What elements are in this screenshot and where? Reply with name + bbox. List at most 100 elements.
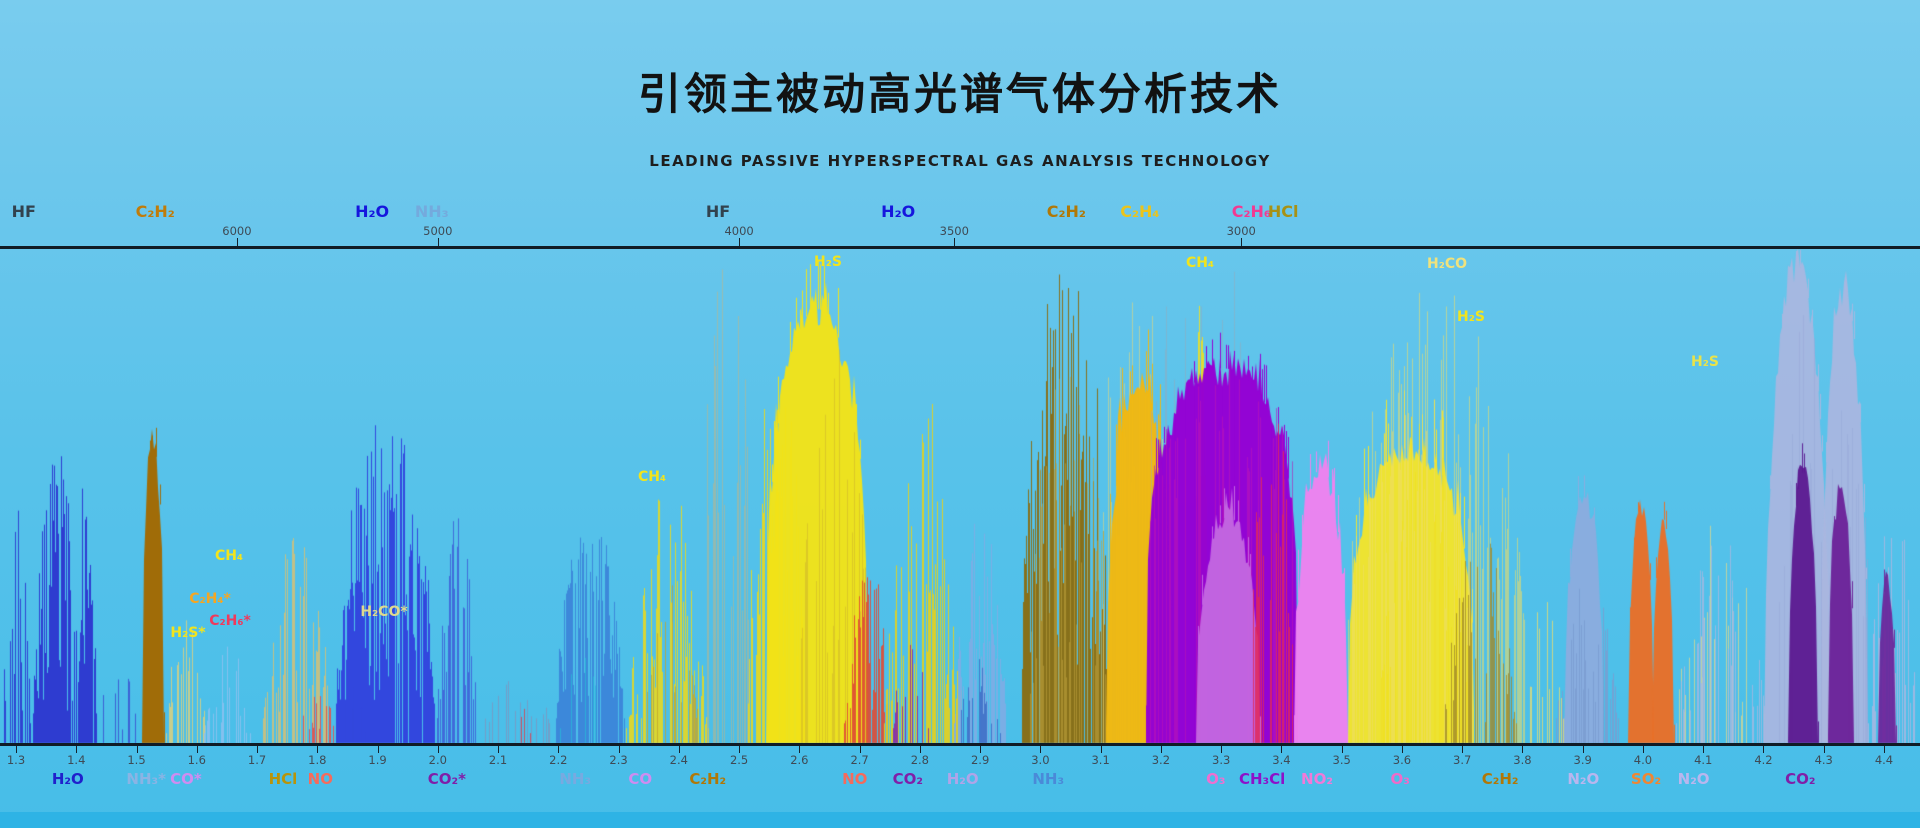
gas-label-top: NH₃ <box>414 202 449 221</box>
gas-label-bottom: NH₃ <box>1032 770 1065 788</box>
gas-label-bottom: NH₃ <box>559 770 592 788</box>
wavelength-tick <box>1040 746 1042 753</box>
wavelength-tick <box>678 746 680 753</box>
wavelength-tick <box>196 746 198 753</box>
wavelength-tick-label: 2.7 <box>850 753 869 767</box>
wavelength-tick <box>1221 746 1223 753</box>
wavelength-tick <box>919 746 921 753</box>
wavelength-tick-label: 3.8 <box>1513 753 1532 767</box>
wavelength-axis <box>0 743 1920 746</box>
wavelength-tick <box>1703 746 1705 753</box>
wavelength-tick <box>1582 746 1584 753</box>
wavelength-tick-label: 1.9 <box>368 753 387 767</box>
wavelength-tick <box>136 746 138 753</box>
gas-label-bottom: NH₃* <box>126 770 166 788</box>
wavenumber-tick-label: 4000 <box>724 224 754 238</box>
gas-label-inplot: H₂S <box>1457 309 1485 325</box>
gas-label-bottom: SO₂ <box>1630 770 1662 788</box>
wavelength-tick <box>1462 746 1464 753</box>
gas-label-bottom: O₃ <box>1390 770 1410 788</box>
gas-label-top: C₂H₆ <box>1231 202 1271 221</box>
gas-label-bottom: C₂H₂ <box>689 770 727 788</box>
wavelength-tick <box>1281 746 1283 753</box>
wavelength-tick <box>618 746 620 753</box>
gas-label-inplot: H₂CO <box>1426 256 1468 272</box>
wavelength-tick-label: 1.6 <box>187 753 206 767</box>
wavelength-tick <box>437 746 439 753</box>
wavelength-tick-label: 2.4 <box>669 753 688 767</box>
gas-label-bottom: H₂O <box>946 770 979 788</box>
wavelength-tick-label: 2.1 <box>488 753 508 767</box>
gas-label-bottom: CO₂ <box>892 770 923 788</box>
gas-label-bottom: N₂O <box>1677 770 1710 788</box>
gas-label-bottom: CH₃Cl <box>1238 770 1286 788</box>
gas-label-bottom: CO₂ <box>1785 770 1816 788</box>
wavelength-tick <box>859 746 861 753</box>
gas-label-bottom: CO₂* <box>427 770 466 788</box>
wavelength-tick <box>498 746 500 753</box>
wavelength-tick-label: 1.4 <box>67 753 86 767</box>
wavelength-tick-label: 2.8 <box>910 753 930 767</box>
wavelength-tick-label: 4.3 <box>1814 753 1833 767</box>
wavenumber-tick <box>739 238 741 246</box>
gas-label-bottom: H₂O <box>51 770 84 788</box>
gas-label-top: C₂H₂ <box>135 202 175 221</box>
wavenumber-tick-label: 6000 <box>222 224 252 238</box>
wavelength-tick-label: 3.4 <box>1272 753 1291 767</box>
wavenumber-tick-label: 3000 <box>1226 224 1256 238</box>
gas-label-inplot: H₂S <box>1691 354 1719 370</box>
gas-label-bottom: NO <box>307 770 333 788</box>
gas-label-bottom: C₂H₂ <box>1481 770 1519 788</box>
gas-label-inplot: C₂H₆* <box>209 613 251 629</box>
wavenumber-tick-label: 5000 <box>423 224 453 238</box>
wavenumber-tick-label: 3500 <box>939 224 969 238</box>
wavelength-tick-label: 3.1 <box>1091 753 1110 767</box>
gas-label-inplot: H₂CO* <box>360 604 408 620</box>
wavelength-tick-label: 3.0 <box>1031 753 1050 767</box>
wavelength-tick-label: 1.3 <box>6 753 26 767</box>
wavelength-tick <box>1883 746 1885 753</box>
wavelength-tick <box>16 746 17 753</box>
gas-label-inplot: CH₄ <box>214 548 244 564</box>
wavelength-tick <box>1160 746 1162 753</box>
wavenumber-tick <box>236 238 238 246</box>
page-subtitle: LEADING PASSIVE HYPERSPECTRAL GAS ANALYS… <box>649 152 1271 170</box>
gas-label-bottom: O₃ <box>1206 770 1226 788</box>
gas-label-top: C₂H₂ <box>1046 202 1086 221</box>
wavelength-tick-label: 3.7 <box>1453 753 1472 767</box>
wavelength-tick-label: 3.9 <box>1573 753 1592 767</box>
gas-label-top: HCl <box>1267 202 1299 221</box>
wavelength-tick <box>1401 746 1403 753</box>
gas-label-bottom: HCl <box>268 770 298 788</box>
gas-label-top: HF <box>705 202 731 221</box>
wavelength-tick-label: 2.9 <box>970 753 990 767</box>
wavelength-tick-label: 4.1 <box>1694 753 1713 767</box>
wavelength-tick <box>558 746 560 753</box>
wavelength-tick-label: 1.7 <box>247 753 267 767</box>
gas-label-inplot: CH₄ <box>637 469 667 485</box>
wavelength-tick-label: 4.4 <box>1874 753 1894 767</box>
wavenumber-tick <box>1241 238 1243 246</box>
wavelength-tick <box>980 746 982 753</box>
wavelength-tick <box>1100 746 1102 753</box>
gas-label-bottom: CO* <box>170 770 202 788</box>
footer-strip <box>0 812 1920 828</box>
wavelength-tick <box>1341 746 1343 753</box>
wavelength-tick-label: 1.5 <box>127 753 146 767</box>
gas-label-inplot: C₂H₄* <box>189 591 231 607</box>
wavelength-tick-label: 3.2 <box>1151 753 1171 767</box>
wavelength-tick <box>1522 746 1524 753</box>
wavelength-tick-label: 3.5 <box>1332 753 1351 767</box>
wavenumber-tick <box>954 238 956 246</box>
wavelength-tick <box>799 746 801 753</box>
wavelength-tick <box>1642 746 1644 753</box>
gas-label-bottom: N₂O <box>1567 770 1600 788</box>
wavelength-tick <box>76 746 78 753</box>
wavelength-tick <box>257 746 259 753</box>
wavelength-tick <box>317 746 319 753</box>
gas-label-top: H₂O <box>355 202 390 221</box>
wavelength-tick-label: 2.5 <box>729 753 749 767</box>
wavelength-tick <box>377 746 379 753</box>
